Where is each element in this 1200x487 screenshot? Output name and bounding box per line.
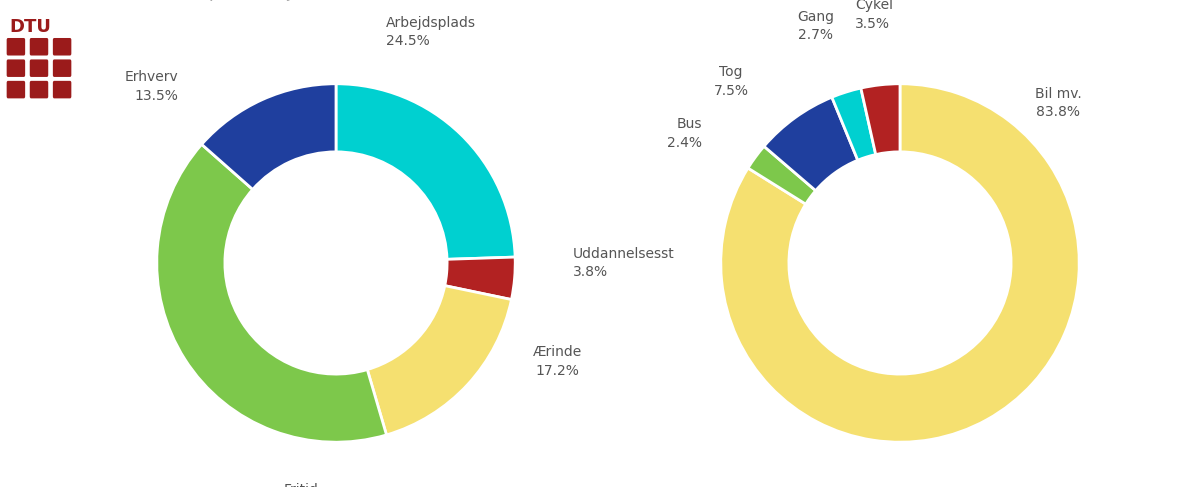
- Wedge shape: [336, 84, 515, 259]
- Text: Ærinde
17.2%: Ærinde 17.2%: [533, 345, 582, 378]
- Wedge shape: [860, 84, 900, 154]
- Text: Arbejdsplads
24.5%: Arbejdsplads 24.5%: [386, 16, 476, 48]
- FancyBboxPatch shape: [7, 59, 25, 77]
- FancyBboxPatch shape: [30, 81, 48, 98]
- Text: Fritid
41.1%: Fritid 41.1%: [275, 483, 319, 487]
- Text: Bil mv.
83.8%: Bil mv. 83.8%: [1034, 87, 1081, 119]
- Text: Tog
7.5%: Tog 7.5%: [714, 65, 749, 97]
- FancyBboxPatch shape: [7, 81, 25, 98]
- FancyBboxPatch shape: [30, 59, 48, 77]
- FancyBboxPatch shape: [7, 38, 25, 56]
- FancyBboxPatch shape: [30, 38, 48, 56]
- FancyBboxPatch shape: [53, 38, 71, 56]
- FancyBboxPatch shape: [53, 81, 71, 98]
- Wedge shape: [157, 144, 386, 442]
- Wedge shape: [832, 88, 876, 160]
- Wedge shape: [445, 257, 515, 300]
- Wedge shape: [764, 97, 858, 190]
- Wedge shape: [748, 146, 816, 204]
- Wedge shape: [367, 286, 511, 435]
- Wedge shape: [202, 84, 336, 189]
- Text: Erhverv
13.5%: Erhverv 13.5%: [125, 71, 179, 103]
- Wedge shape: [721, 84, 1079, 442]
- FancyBboxPatch shape: [53, 59, 71, 77]
- Text: Gang
2.7%: Gang 2.7%: [797, 10, 834, 42]
- Text: DTU: DTU: [10, 18, 52, 36]
- Text: Uddannelsesst
3.8%: Uddannelsesst 3.8%: [572, 247, 674, 279]
- Text: Cykel
3.5%: Cykel 3.5%: [856, 0, 894, 31]
- Text: Bus
2.4%: Bus 2.4%: [667, 117, 702, 150]
